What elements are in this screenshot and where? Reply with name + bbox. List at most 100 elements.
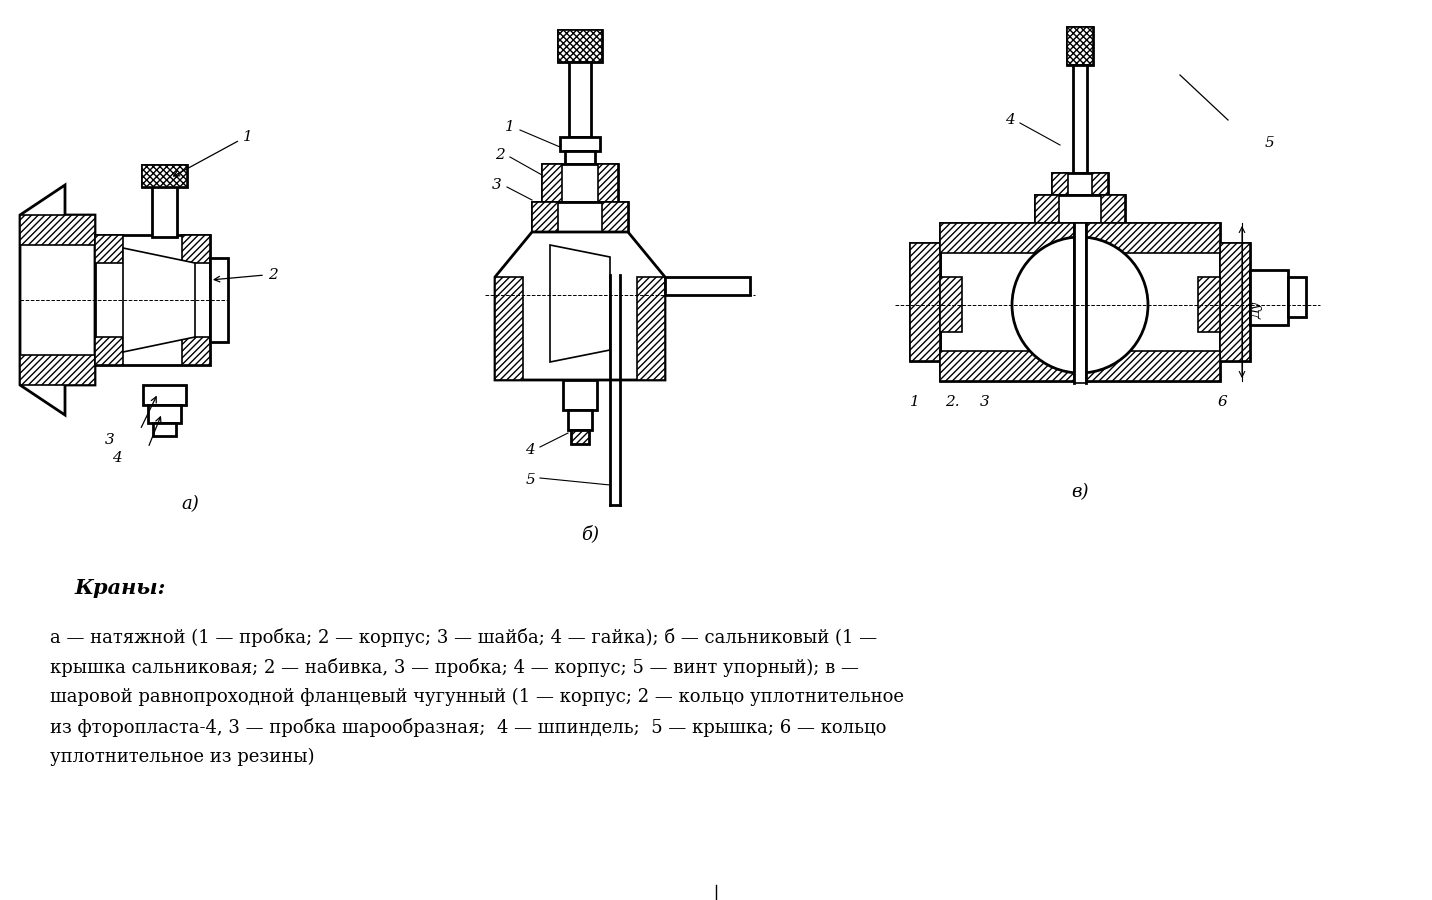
Bar	[143, 385, 186, 405]
Text: 1: 1	[505, 120, 516, 134]
Bar	[599, 164, 619, 202]
Text: 2: 2	[268, 268, 278, 282]
Text: уплотнительное из резины): уплотнительное из резины)	[50, 748, 315, 766]
Bar	[1073, 65, 1087, 173]
Bar	[1093, 173, 1108, 195]
Bar	[939, 351, 1220, 381]
Bar	[571, 430, 589, 444]
Bar	[1250, 270, 1287, 325]
Bar	[153, 423, 176, 436]
Bar	[909, 243, 939, 361]
Polygon shape	[20, 185, 95, 415]
Bar	[1220, 243, 1250, 361]
Text: 4: 4	[112, 451, 122, 465]
Bar	[599, 164, 619, 202]
Bar	[569, 62, 591, 137]
Bar	[1053, 173, 1108, 195]
Polygon shape	[123, 248, 195, 352]
Bar	[558, 30, 601, 62]
Bar	[909, 243, 939, 361]
Bar	[20, 355, 95, 385]
Text: 1: 1	[911, 395, 919, 409]
Text: 2.: 2.	[945, 395, 959, 409]
Bar	[664, 277, 750, 295]
Text: 4: 4	[1005, 113, 1015, 127]
Text: 3: 3	[979, 395, 990, 409]
Bar	[541, 164, 619, 202]
Bar	[1093, 173, 1108, 195]
Bar	[495, 277, 523, 380]
Text: 5: 5	[1264, 136, 1274, 150]
Bar	[533, 202, 629, 232]
Bar	[637, 277, 664, 380]
Bar	[533, 202, 558, 232]
Bar	[1199, 277, 1220, 332]
Text: 3: 3	[493, 178, 503, 192]
Polygon shape	[550, 245, 610, 362]
Bar	[601, 202, 629, 232]
Bar	[1067, 27, 1093, 65]
Bar	[211, 258, 228, 342]
Bar	[558, 30, 601, 62]
Bar	[1101, 195, 1126, 223]
Bar	[939, 223, 1220, 381]
Bar	[1053, 173, 1068, 195]
Bar	[495, 277, 523, 380]
Bar	[182, 235, 211, 263]
Circle shape	[1012, 237, 1148, 373]
Bar	[563, 380, 597, 410]
Bar	[566, 151, 596, 164]
Bar	[142, 165, 188, 187]
Bar	[95, 235, 123, 263]
Bar	[1035, 195, 1060, 223]
Text: 6: 6	[1217, 395, 1227, 409]
Bar	[541, 164, 561, 202]
Bar	[95, 337, 123, 365]
Bar	[95, 337, 123, 365]
Bar	[182, 235, 211, 263]
Bar	[1067, 27, 1093, 65]
Text: шаровой равнопроходной фланцевый чугунный (1 — корпус; 2 — кольцо уплотнительное: шаровой равнопроходной фланцевый чугунны…	[50, 688, 904, 706]
Bar	[1053, 173, 1068, 195]
Text: из фторопласта-4, 3 — пробка шарообразная;  4 — шпиндель;  5 — крышка; 6 — кольц: из фторопласта-4, 3 — пробка шарообразна…	[50, 718, 886, 737]
Bar	[95, 235, 211, 365]
Bar	[20, 355, 95, 385]
Text: крышка сальниковая; 2 — набивка, 3 — пробка; 4 — корпус; 5 — винт упорный); в —: крышка сальниковая; 2 — набивка, 3 — про…	[50, 658, 859, 677]
Bar	[1074, 223, 1085, 383]
Bar	[20, 215, 95, 245]
Bar	[601, 202, 629, 232]
Bar	[20, 215, 95, 245]
Text: в): в)	[1071, 483, 1088, 501]
Text: 2: 2	[495, 148, 505, 162]
Bar	[909, 243, 939, 361]
Bar	[1220, 243, 1250, 361]
Bar	[95, 235, 123, 263]
Bar	[533, 202, 558, 232]
Text: а — натяжной (1 — пробка; 2 — корпус; 3 — шайба; 4 — гайка); б — сальниковый (1 : а — натяжной (1 — пробка; 2 — корпус; 3 …	[50, 628, 878, 647]
Bar	[1287, 277, 1306, 317]
Bar	[569, 410, 591, 430]
Bar	[1101, 195, 1126, 223]
Text: б): б)	[581, 525, 599, 543]
Bar	[1035, 195, 1126, 223]
Bar	[142, 165, 188, 187]
Text: а): а)	[180, 495, 199, 513]
Text: 1: 1	[243, 130, 253, 144]
Bar	[939, 223, 1220, 253]
Bar	[152, 185, 178, 237]
Bar	[147, 405, 180, 423]
Bar	[1220, 243, 1250, 361]
Bar	[182, 337, 211, 365]
Bar	[939, 223, 1220, 253]
Bar	[142, 165, 188, 187]
Text: 4: 4	[526, 443, 536, 457]
Polygon shape	[495, 232, 664, 380]
Text: 5: 5	[526, 473, 536, 487]
Bar	[1035, 195, 1060, 223]
Bar	[182, 337, 211, 365]
Bar	[558, 30, 601, 62]
Bar	[939, 351, 1220, 381]
Bar	[939, 277, 962, 332]
Bar	[1067, 27, 1093, 65]
Bar	[637, 277, 664, 380]
